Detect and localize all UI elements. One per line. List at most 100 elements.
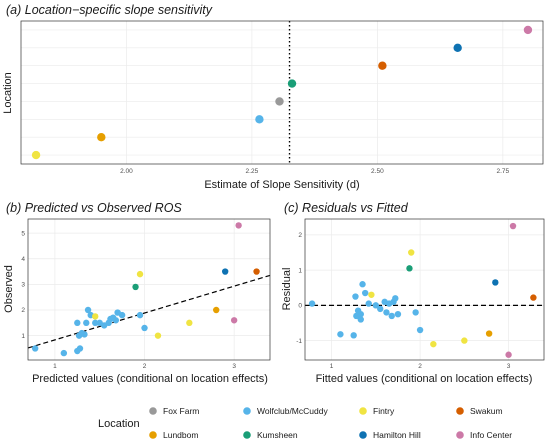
panel-c-frame: [304, 218, 545, 361]
panel-b-reference-line: [27, 274, 271, 349]
data-point: [31, 150, 41, 160]
panel-b-ticks: 1 2 3 1 2 3 4 5: [21, 230, 236, 370]
data-point: [365, 300, 372, 307]
x-tick-label: 2.25: [246, 168, 259, 175]
data-point: [132, 283, 139, 291]
data-point: [31, 345, 39, 352]
data-point: [76, 345, 84, 352]
legend-title: Location: [98, 418, 140, 430]
data-point: [359, 281, 366, 288]
y-tick-label: 1: [21, 333, 25, 340]
data-point: [186, 319, 193, 327]
data-point: [461, 337, 468, 344]
data-point: [136, 311, 144, 319]
y-tick-label: -1: [296, 338, 302, 345]
legend-items: Fox Farm Wolfclub/McCuddy Fintry Swakum Lund…: [149, 406, 512, 440]
data-point: [81, 331, 88, 338]
legend-item: Hamilton Hill: [359, 430, 421, 440]
legend-label: Fintry: [373, 406, 395, 416]
legend-label: Wolfclub/McCuddy: [257, 406, 328, 416]
data-point: [492, 279, 499, 286]
y-tick-label: 4: [21, 256, 25, 263]
panel-c: (c) Residuals vs Fitted 1 2 3 -1 0 1 2 Fitted …: [281, 201, 545, 385]
legend-item: Swakum: [456, 406, 503, 416]
legend-swatch: [456, 431, 464, 439]
panel-a-points: [31, 25, 533, 160]
y-tick-label: 2: [298, 232, 302, 239]
panel-b-title: (b) Predicted vs Observed ROS: [6, 201, 182, 215]
data-point: [275, 97, 284, 106]
data-point: [352, 293, 359, 300]
legend-swatch: [149, 407, 157, 415]
legend-label: Hamilton Hill: [373, 430, 421, 440]
data-point: [372, 302, 380, 309]
data-point: [509, 222, 517, 230]
legend: Location Fox Farm Wolfclub/McCuddy Fintry S…: [98, 406, 512, 440]
data-point: [83, 319, 90, 327]
data-point: [416, 326, 424, 334]
data-point: [383, 309, 390, 316]
data-point: [255, 115, 264, 124]
legend-label: Fox Farm: [163, 406, 199, 416]
data-point: [408, 249, 415, 256]
legend-item: Fintry: [359, 406, 395, 416]
data-point: [368, 291, 375, 298]
x-tick-label: 1: [53, 363, 57, 370]
data-point: [141, 324, 148, 332]
data-point: [505, 351, 512, 358]
legend-swatch: [243, 407, 251, 415]
x-tick-label: 2: [418, 363, 422, 370]
panel-c-xlabel: Fitted values (conditional on location e…: [316, 373, 533, 385]
x-tick-label: 2.00: [120, 168, 133, 175]
data-point: [308, 300, 316, 307]
panel-a-ticks: 2.00 2.25 2.50 2.75: [120, 168, 509, 175]
data-point: [430, 340, 437, 348]
data-point: [357, 316, 364, 323]
legend-swatch: [243, 431, 251, 439]
legend-swatch: [456, 407, 464, 415]
legend-item: Fox Farm: [149, 406, 199, 416]
data-point: [394, 310, 402, 318]
data-point: [253, 268, 260, 275]
data-point: [118, 311, 126, 319]
data-point: [357, 310, 364, 318]
legend-label: Swakum: [470, 406, 503, 416]
data-point: [530, 294, 537, 301]
data-point: [392, 295, 399, 302]
data-point: [136, 270, 144, 278]
data-point: [412, 309, 419, 316]
panel-c-title: (c) Residuals vs Fitted: [284, 201, 409, 215]
data-point: [337, 331, 344, 338]
legend-item: Info Center: [456, 430, 512, 440]
panel-b-points: [31, 222, 260, 357]
legend-label: Lundbom: [163, 430, 198, 440]
data-point: [154, 332, 162, 339]
x-tick-label: 2.75: [497, 168, 510, 175]
panel-b-grid: [28, 219, 270, 360]
legend-swatch: [359, 407, 367, 415]
legend-swatch: [359, 431, 367, 439]
data-point: [230, 317, 238, 324]
legend-item: Lundbom: [149, 430, 198, 440]
y-tick-label: 0: [298, 303, 302, 310]
data-point: [378, 61, 387, 70]
data-point: [287, 79, 297, 88]
data-point: [388, 312, 395, 320]
data-point: [112, 317, 120, 324]
data-point: [74, 319, 81, 327]
data-point: [92, 313, 99, 320]
data-point: [377, 305, 384, 313]
panel-a-ylabel: Location: [2, 72, 14, 114]
x-tick-label: 2.50: [371, 168, 384, 175]
x-tick-label: 2: [143, 363, 147, 370]
data-point: [235, 222, 242, 229]
y-tick-label: 1: [298, 267, 302, 274]
data-point: [213, 306, 220, 314]
legend-label: Kumsheen: [257, 430, 298, 440]
panel-c-points: [308, 222, 537, 358]
panel-c-ticks: 1 2 3 -1 0 1 2: [296, 232, 511, 370]
legend-item: Kumsheen: [243, 430, 298, 440]
panel-a-title: (a) Location−specific slope sensitivity: [6, 3, 213, 17]
legend-item: Wolfclub/McCuddy: [243, 406, 328, 416]
